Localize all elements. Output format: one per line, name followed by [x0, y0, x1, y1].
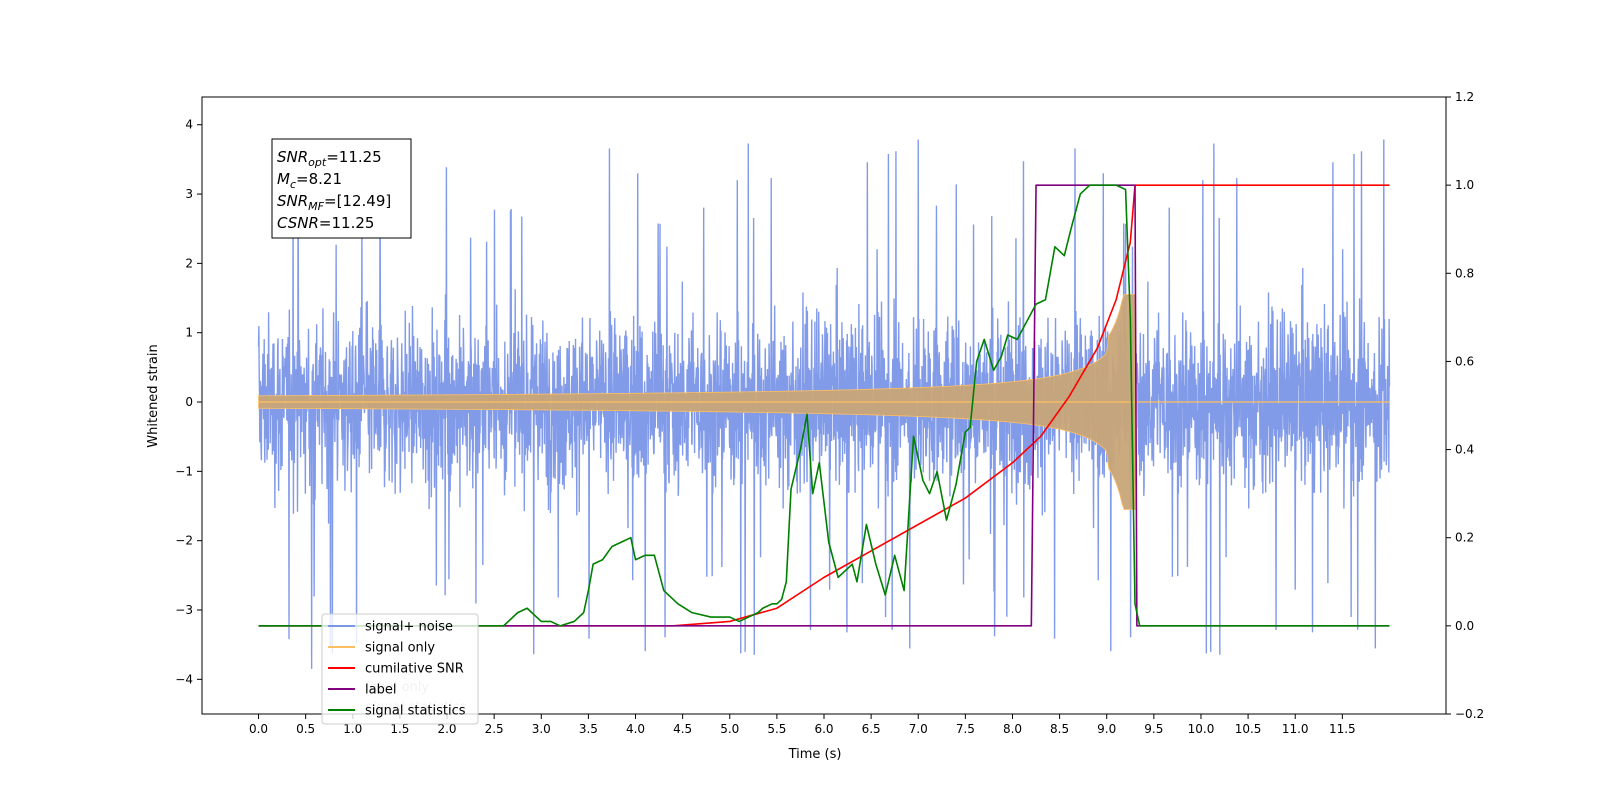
annotation-line: SNRopt=11.25	[277, 148, 382, 169]
plot-area	[257, 139, 1391, 669]
x-tick-label: 6.0	[814, 722, 833, 736]
y-tick-label: −3	[175, 603, 193, 617]
legend-frame	[321, 613, 479, 725]
x-tick-label: 5.0	[720, 722, 739, 736]
y2-tick-label: 0.4	[1455, 443, 1474, 457]
x-tick-label: 1.0	[343, 722, 362, 736]
axes: 0.0 0.5 1.0 1.5 2.0 2.5 3.0 3.5 4.0 4.5 5.0 5.5 6.0 6…	[175, 90, 1484, 736]
y2-tick-label: 1.0	[1455, 178, 1474, 192]
x-tick-label: 8.0	[1003, 722, 1022, 736]
x-tick-label: 11.5	[1329, 722, 1356, 736]
legend-label: signal+ noise	[365, 620, 453, 635]
y2-tick-label: 0.6	[1455, 354, 1474, 368]
y-tick-label: 4	[185, 118, 193, 132]
x-tick-label: 10.5	[1235, 722, 1262, 736]
x-tick-label: 4.0	[626, 722, 645, 736]
legend: label onlysignal statisticssignal+ noise…	[321, 613, 479, 725]
y2-tick-label: 0.8	[1455, 266, 1474, 280]
annotation-frame	[271, 138, 412, 239]
x-axis-label: Time (s)	[788, 747, 842, 762]
legend-label: label	[365, 683, 396, 698]
y-tick-label: −2	[175, 534, 193, 548]
annotation-line: SNRMF=[12.49]	[277, 192, 391, 213]
x-tick-label: 5.5	[767, 722, 786, 736]
x-tick-label: 8.5	[1050, 722, 1069, 736]
series-signal-statistics	[258, 184, 1390, 627]
legend-label: cumilative SNR	[365, 662, 464, 677]
x-tick-label: 6.5	[862, 722, 881, 736]
annotation-line: CSNR=11.25	[277, 214, 374, 232]
y-tick-label: −1	[175, 464, 193, 478]
x-tick-label: 3.0	[532, 722, 551, 736]
x-tick-label: 1.5	[390, 722, 409, 736]
x-tick-label: 7.0	[909, 722, 928, 736]
x-tick-label: 0.0	[249, 722, 268, 736]
x-tick-label: 4.5	[673, 722, 692, 736]
x-tick-label: 7.5	[956, 722, 975, 736]
annotation-line: Mc=8.21	[277, 170, 342, 191]
x-tick-label: 3.5	[579, 722, 598, 736]
y-tick-label: 2	[185, 256, 193, 270]
x-tick-label: 9.5	[1144, 722, 1163, 736]
x-tick-label: 0.5	[296, 722, 315, 736]
annotation-box: SNRopt=11.25Mc=8.21SNRMF=[12.49]CSNR=11.…	[271, 138, 412, 239]
y-tick-label: −4	[175, 672, 193, 686]
y2-tick-label: −0.2	[1455, 707, 1484, 721]
x-tick-label: 10.0	[1188, 722, 1215, 736]
x-tick-label: 2.5	[485, 722, 504, 736]
y-tick-label: 1	[185, 326, 193, 340]
y2-tick-label: 0.2	[1455, 531, 1474, 545]
x-tick-label: 11.0	[1282, 722, 1309, 736]
x-tick-label: 2.0	[437, 722, 456, 736]
legend-label: signal only	[365, 641, 435, 656]
y-tick-label: 0	[185, 395, 193, 409]
y2-tick-label: 1.2	[1455, 90, 1474, 104]
y2-tick-label: 0.0	[1455, 619, 1474, 633]
y-tick-label: 3	[185, 187, 193, 201]
legend-label: signal statistics	[365, 704, 466, 719]
y-axis-label: Whitened strain	[146, 344, 161, 447]
x-tick-label: 9.0	[1097, 722, 1116, 736]
